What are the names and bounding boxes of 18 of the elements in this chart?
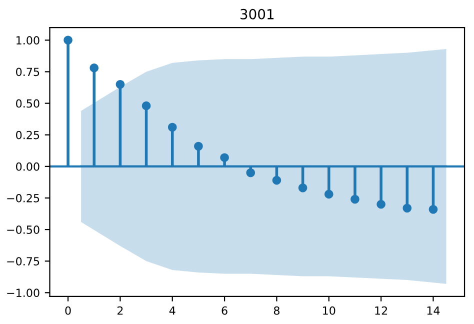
y-tick-label: 0.50 bbox=[16, 99, 40, 108]
x-tick-label: 0 bbox=[65, 306, 71, 315]
y-tick-label: −0.25 bbox=[7, 194, 40, 202]
x-tick-label: 2 bbox=[117, 306, 123, 315]
x-tick-label: 4 bbox=[169, 306, 176, 315]
y-tick-label: 1.00 bbox=[16, 36, 40, 45]
x-tick-label: 6 bbox=[222, 306, 228, 315]
y-tick-label: 0.75 bbox=[16, 68, 40, 76]
y-tick-label: −0.50 bbox=[7, 226, 40, 234]
y-tick-label: 0.25 bbox=[16, 130, 40, 140]
x-tick-label: 14 bbox=[427, 306, 440, 315]
y-tick-label: 0.00 bbox=[16, 162, 40, 171]
y-tick-label: −0.75 bbox=[7, 257, 40, 266]
x-tick-label: 8 bbox=[274, 306, 280, 315]
x-tick-label: 12 bbox=[375, 306, 388, 315]
chart-title: 3001 bbox=[240, 8, 274, 20]
x-tick-label: 10 bbox=[323, 306, 336, 315]
y-tick-label: −1.00 bbox=[7, 288, 40, 298]
